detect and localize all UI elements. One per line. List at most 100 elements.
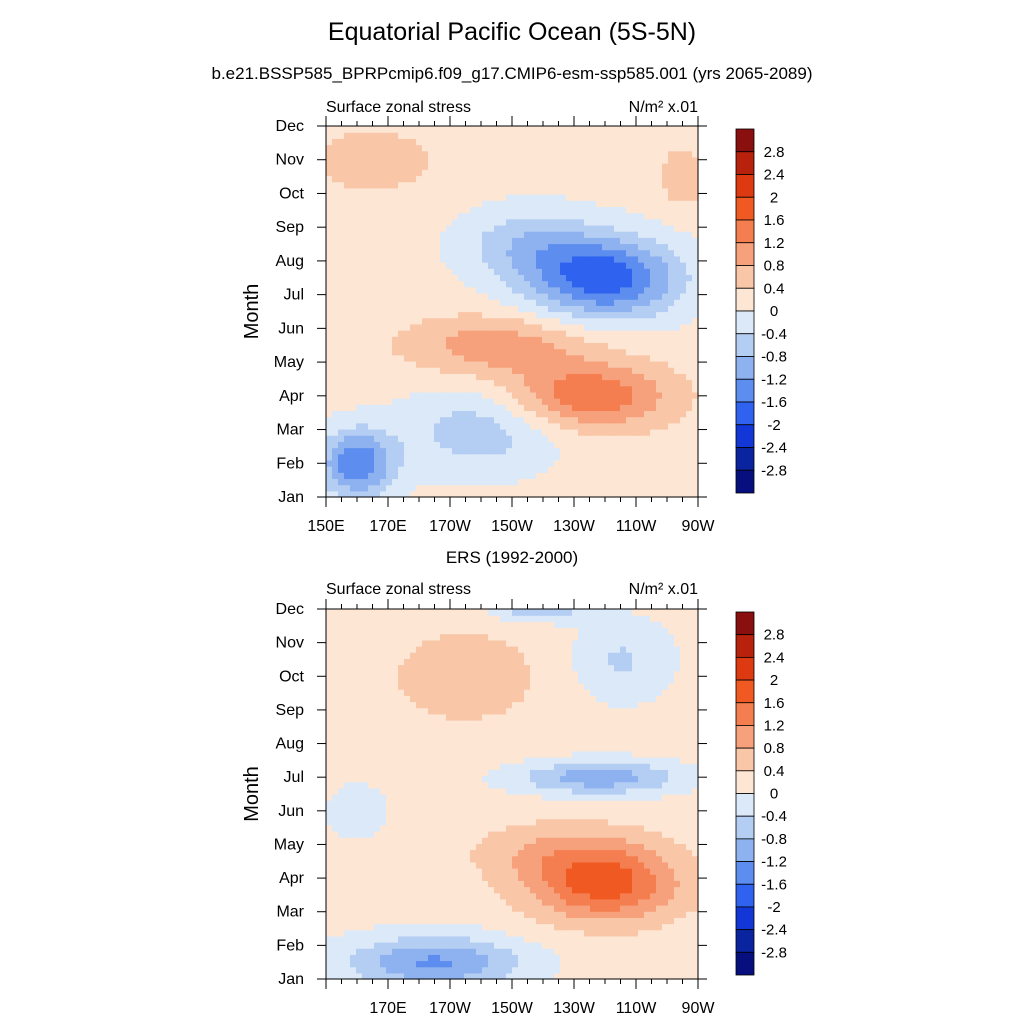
heatmap-cell (392, 948, 399, 955)
heatmap-cell (494, 484, 501, 492)
heatmap-cell (386, 163, 393, 170)
heatmap-cell (350, 435, 357, 442)
heatmap-cell (554, 336, 561, 344)
heatmap-cell (566, 299, 573, 306)
heatmap-cell (422, 175, 429, 183)
heatmap-cell (356, 274, 363, 282)
heatmap-cell (620, 330, 627, 337)
heatmap-cell (656, 156, 663, 164)
heatmap-cell (374, 942, 381, 949)
heatmap-cell (494, 917, 501, 925)
heatmap-cell (650, 472, 657, 480)
heatmap-cell (584, 453, 591, 461)
heatmap-cell (548, 206, 555, 214)
heatmap-cell (668, 923, 675, 931)
heatmap-cell (680, 200, 687, 207)
heatmap-cell (374, 317, 381, 325)
heatmap-cell (656, 410, 663, 418)
heatmap-cell (362, 231, 369, 238)
heatmap-cell (494, 181, 501, 189)
heatmap-cell (332, 478, 339, 486)
heatmap-cell (362, 274, 369, 282)
heatmap-cell (608, 156, 615, 164)
heatmap-cell (578, 163, 585, 170)
heatmap-cell (686, 249, 693, 257)
heatmap-cell (626, 447, 633, 455)
heatmap-cell (596, 453, 603, 461)
heatmap-cell (404, 317, 411, 325)
heatmap-cell (506, 187, 513, 195)
heatmap-cell (596, 132, 603, 139)
heatmap-cell (518, 422, 525, 430)
heatmap-cell (668, 144, 675, 152)
heatmap-cell (668, 323, 675, 331)
y-tick-label: Jan (278, 489, 304, 506)
heatmap-cell (608, 243, 615, 251)
heatmap-cell (590, 163, 597, 170)
heatmap-cell (380, 243, 387, 251)
heatmap-cell (410, 342, 417, 350)
colorbar-box (735, 356, 755, 380)
heatmap-cell (452, 280, 459, 288)
heatmap-cell (674, 441, 681, 449)
heatmap-cell (686, 138, 693, 146)
heatmap-cell (620, 416, 627, 424)
heatmap-cell (638, 966, 645, 974)
heatmap-cell (524, 280, 531, 288)
heatmap-cell (686, 237, 693, 245)
heatmap-cell (470, 218, 477, 226)
heatmap-cell (494, 422, 501, 430)
heatmap-cell (668, 435, 675, 442)
heatmap-cell (452, 972, 459, 980)
heatmap-cell (392, 923, 399, 931)
heatmap-cell (608, 286, 615, 294)
heatmap-cell (374, 410, 381, 418)
heatmap-cell (662, 237, 669, 245)
heatmap-cell (620, 360, 627, 368)
heatmap-cell (656, 126, 663, 133)
heatmap-cell (410, 330, 417, 337)
heatmap-cell (410, 255, 417, 263)
heatmap-cell (620, 905, 627, 912)
heatmap-cell (434, 163, 441, 170)
heatmap-cell (566, 354, 573, 362)
heatmap-cell (512, 342, 519, 350)
heatmap-cell (620, 923, 627, 931)
heatmap-cell (626, 348, 633, 356)
heatmap-cell (518, 391, 525, 399)
heatmap-cell (362, 286, 369, 294)
heatmap-cell (428, 911, 435, 918)
heatmap-cell (674, 200, 681, 207)
heatmap-cell (596, 187, 603, 195)
heatmap-cell (566, 923, 573, 931)
heatmap-cell (476, 416, 483, 424)
heatmap-cell (422, 886, 429, 894)
heatmap-cell (692, 911, 699, 918)
heatmap-cell (404, 342, 411, 350)
heatmap-cell (350, 163, 357, 170)
heatmap-cell (620, 262, 627, 269)
heatmap-cell (440, 484, 447, 492)
heatmap-cell (572, 255, 579, 263)
heatmap-cell (596, 923, 603, 931)
heatmap-cell (656, 923, 663, 931)
heatmap-cell (440, 212, 447, 220)
heatmap-cell (578, 874, 585, 881)
heatmap-cell (650, 923, 657, 931)
heatmap-cell (686, 156, 693, 164)
heatmap-cell (374, 453, 381, 461)
heatmap-cell (410, 305, 417, 313)
heatmap-cell (584, 212, 591, 220)
heatmap-cell (368, 472, 375, 480)
heatmap-cell (602, 268, 609, 275)
heatmap-cell (638, 126, 645, 133)
heatmap-cell (512, 311, 519, 319)
heatmap-cell (590, 428, 597, 436)
heatmap-cell (614, 348, 621, 356)
y-axis-label: Month (241, 284, 263, 340)
heatmap-cell (578, 379, 585, 387)
heatmap-cell (536, 960, 543, 968)
heatmap-cell (356, 484, 363, 492)
heatmap-cell (470, 966, 477, 974)
heatmap-cell (338, 484, 345, 492)
